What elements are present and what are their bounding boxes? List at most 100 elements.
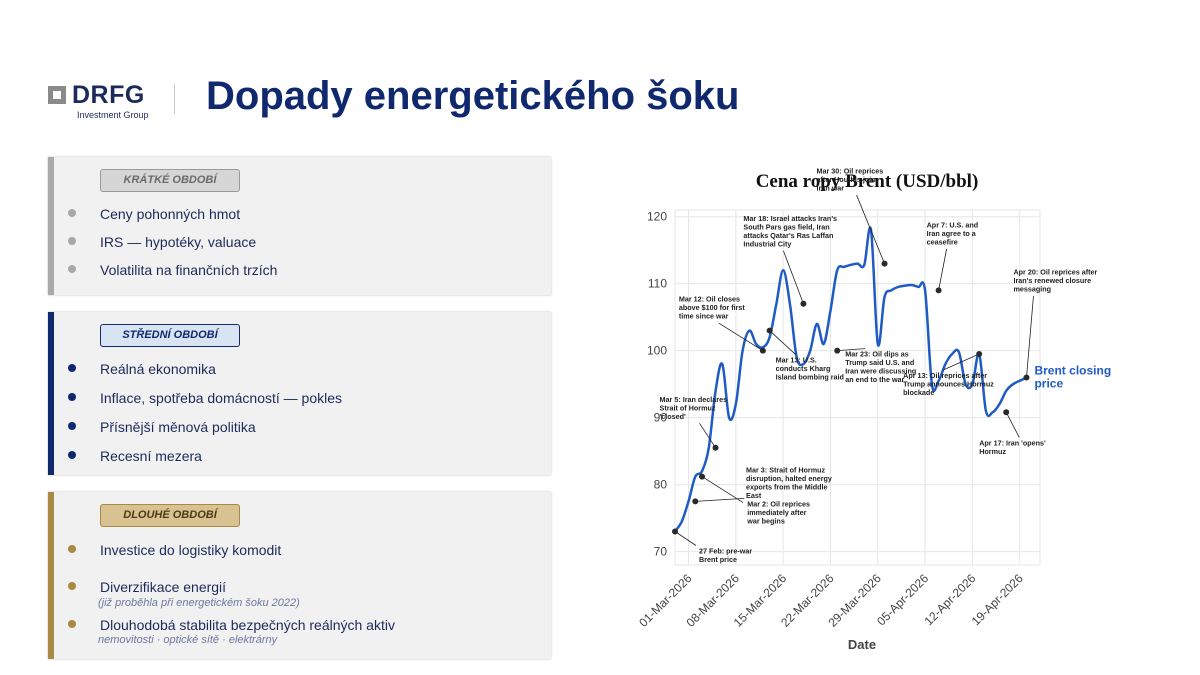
annotation-leader-line [1005,412,1020,438]
logo-subtitle: Investment Group [77,110,149,120]
annotation-text-line: ceasefire [927,237,958,246]
annotation-text-line: exports from the Middle [746,483,827,492]
header-divider [174,84,175,114]
annotation-text-line: immediately after [747,508,806,517]
annotation-text-line: Apr 7: U.S. and [927,220,979,229]
logo-square-icon [48,86,66,104]
annotation-text-line: Mar 2: Oil reprices [747,499,810,508]
annotation-text: Mar 12: Oil closes above $100 for first ti… [679,295,746,321]
annotation-point [935,287,942,294]
annotation-text: Mar 2: Oil reprices immediately after war … [746,499,810,525]
x-tick-label: 19-Apr-2026 [969,571,1026,628]
bullet-icon [68,364,76,372]
annotation-text: Mar 3: Strait of Hormuz disruption, halte… [746,466,832,501]
annotation-text-line: Mar 3: Strait of Hormuz [746,466,825,475]
y-tick-label: 90 [654,411,668,425]
annotation-leader-line [943,353,980,371]
annotation: Mar 23: Oil dips as Trump said U.S. and Ir… [834,347,916,385]
y-tick-label: 70 [654,545,668,559]
annotation-text-line: Iran agree to a [927,229,977,238]
annotation-point [834,347,841,354]
bullet-icon [68,237,76,245]
annotation-text-line: Industrial City [743,239,791,248]
annotation-text: Apr 7: U.S. and Iran agree to a ceasefire [927,220,979,246]
drfg-logo: DRFG Investment Group [48,81,160,122]
annotation: Mar 13: U.S. conducts Kharg Island bombing… [766,327,844,382]
annotation-text-line: Mar 23: Oil dips as [845,350,909,359]
chart-annotations: 27 Feb: pre-war Brent price Mar 2: Oil rep… [660,167,1098,564]
annotation-text-line: Mar 12: Oil closes [679,295,740,304]
annotation-text: Apr 20: Oil reprices after Iran's renewed… [1013,267,1097,293]
long-term-item: Diverzifikace energií [100,579,227,595]
annotation-leader-line [769,330,796,355]
y-axis-ticks: 70 80 90 100 110 120 [647,210,667,559]
annotation-text: Mar 23: Oil dips as Trump said U.S. and Ir… [845,350,916,385]
annotation-text: Mar 13: U.S. conducts Kharg Island bombing… [776,356,844,382]
annotation-text-line: time since war [679,312,729,321]
annotation-leader-line [699,423,716,449]
bullet-icon [68,265,76,273]
annotation-leader-line [695,497,745,502]
annotation: 27 Feb: pre-war Brent price [672,528,752,565]
annotation: Apr 13: Oil reprices after Trump announce… [903,351,994,397]
annotation: Apr 7: U.S. and Iran agree to a ceasefire [927,220,979,294]
annotation-point [1003,409,1010,416]
y-tick-label: 120 [647,210,667,224]
annotation-text-line: Strait of Hormuz [660,403,716,412]
annotation-text-line: above $100 for first [679,303,746,312]
annotation-leader-line [837,348,866,352]
annotation-leader-line [674,531,697,546]
mid-term-badge: STŘEDNÍ OBDOBÍ [100,324,240,347]
series-label: Brent closing price [1034,363,1114,390]
page-title: Dopady energetického šoku [206,74,740,118]
annotation-point [1023,374,1030,381]
annotation-text-line: Iran's renewed closure [1013,276,1091,285]
chart-gridlines [674,209,1041,566]
y-tick-label: 110 [648,277,667,291]
annotation-text-line: after Houthis join [817,175,876,184]
mid-term-item: Přísnější měnová politika [100,419,256,435]
annotation-text-line: South Pars gas field, Iran [743,222,829,231]
series-label-line: price [1034,376,1063,390]
short-term-item: Volatilita na finančních trzích [100,262,278,278]
annotation-point [976,351,983,358]
brent-price-line [673,226,1028,533]
annotation: Apr 20: Oil reprices after Iran's renewed… [1013,267,1098,381]
annotation-leader-line [783,250,804,304]
annotation: Mar 2: Oil reprices immediately after war … [692,497,810,525]
annotation-text-line: Apr 13: Oil reprices after [903,371,987,380]
annotation-leader-line [1026,295,1034,378]
long-term-badge: DLOUHÉ OBDOBÍ [100,504,240,527]
short-term-item: Ceny pohonných hmot [100,206,241,222]
short-term-item: IRS — hypotéky, valuace [100,234,257,250]
annotation: Mar 3: Strait of Hormuz disruption, halte… [699,466,832,503]
mid-term-panel: STŘEDNÍ OBDOBÍ Reálná ekonomika Inflace,… [48,312,551,475]
annotation-point [800,300,807,307]
panel-accent-bar [48,312,54,475]
long-term-item-note: (již proběhla při energetickém šoku 2022… [98,597,300,609]
annotation-text-line: blockade [903,388,934,397]
long-term-item-note: nemovitosti · optické sítě · elektrárny [98,634,278,646]
annotation-point [766,327,773,334]
annotation-text-line: Island bombing raid [776,373,844,382]
annotation-text-line: Iran war [817,184,845,193]
annotation-text-line: messaging [1013,284,1051,293]
annotation-text-line: an end to the war [845,375,904,384]
annotation-point [759,347,766,354]
annotation-text: 27 Feb: pre-war Brent price [699,547,752,565]
annotation-text-line: Mar 13: U.S. [776,356,817,365]
annotation-text-line: Trump said U.S. and [845,358,914,367]
short-term-badge: KRÁTKÉ OBDOBÍ [100,169,240,192]
bullet-icon [68,393,76,401]
annotation-text-line: Mar 5: Iran declares [660,395,728,404]
bullet-icon [68,451,76,459]
annotation: Apr 17: Iran 'opens' Hormuz [979,409,1046,456]
y-tick-label: 100 [647,344,667,358]
annotation-text-line: Hormuz [979,447,1006,456]
annotation-point [699,473,706,480]
annotation-text-line: Apr 20: Oil reprices after [1013,267,1097,276]
annotation-text-line: war begins [746,516,785,525]
panel-accent-bar [48,492,54,659]
bullet-icon [68,582,76,590]
annotation-text-line: East [746,491,762,500]
